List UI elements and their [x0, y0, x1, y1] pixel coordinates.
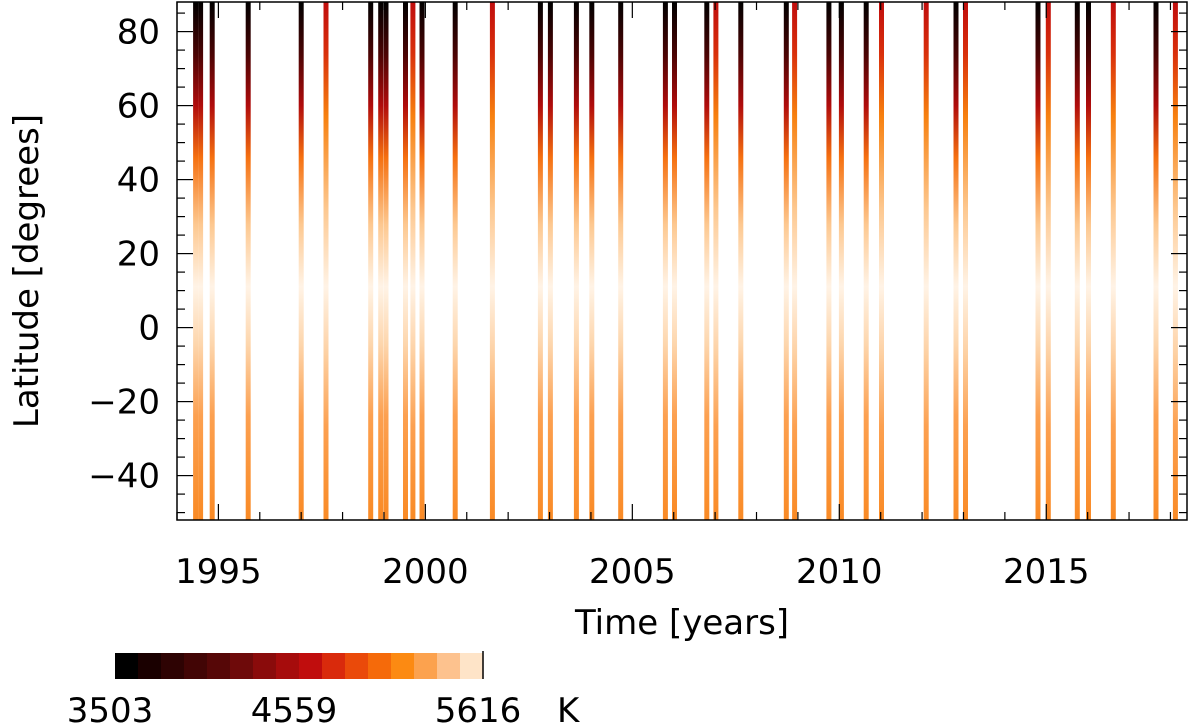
observation-stripe: [783, 2, 789, 520]
colorbar-swatch: [391, 653, 415, 679]
observation-stripe: [672, 2, 677, 520]
observation-stripe: [1110, 2, 1116, 520]
observation-stripe: [209, 2, 215, 520]
colorbar-swatch: [230, 653, 254, 679]
y-tick-label: 40: [117, 161, 160, 201]
observation-stripe: [1172, 2, 1178, 520]
observation-stripe: [826, 2, 832, 520]
observation-stripe: [963, 2, 968, 520]
colorbar-swatch: [345, 653, 369, 679]
observation-stripe: [323, 2, 329, 520]
y-axis-title: Latitude [degrees]: [7, 114, 47, 428]
y-tick-label: 60: [117, 87, 160, 127]
observation-stripe: [1074, 2, 1080, 520]
colorbar-swatch: [322, 653, 346, 679]
observation-stripe: [1086, 2, 1091, 520]
observation-stripe: [368, 2, 374, 520]
observation-stripe: [403, 2, 408, 520]
observation-stripe: [547, 2, 553, 520]
observation-stripe: [383, 2, 389, 520]
observation-stripe: [618, 2, 624, 520]
observation-stripe: [452, 2, 458, 520]
x-axis-title: Time [years]: [574, 603, 789, 643]
colorbar-swatch: [161, 653, 185, 679]
y-axis-ticks: 80 60 40 20 0 −20 −40: [88, 12, 1187, 514]
observation-stripe: [198, 2, 204, 520]
y-tick-label: 0: [138, 309, 160, 349]
x-tick-label: 2000: [382, 552, 469, 592]
x-axis-ticks: 1995 2000 2005 2010 2015: [175, 2, 1172, 592]
colorbar-tick-label: 4559: [251, 691, 338, 725]
y-tick-label: −20: [88, 383, 160, 423]
y-tick-label: 20: [117, 235, 160, 275]
observation-stripe: [1045, 2, 1051, 520]
observation-stripe: [589, 2, 595, 520]
plot-frame: [176, 1, 1188, 521]
colorbar-swatch: [138, 653, 162, 679]
observation-stripe: [245, 2, 251, 520]
observation-stripe: [838, 2, 844, 520]
observation-stripe: [863, 2, 869, 520]
observation-stripe: [792, 2, 798, 520]
colorbar-tick-label: 3503: [67, 691, 154, 725]
observation-stripe: [662, 2, 668, 520]
observation-stripe: [953, 2, 959, 520]
x-tick-label: 1995: [175, 552, 262, 592]
colorbar-swatch: [207, 653, 231, 679]
colorbar-swatch: [437, 653, 461, 679]
observation-stripe: [489, 2, 495, 520]
colorbar-swatch: [253, 653, 277, 679]
observation-stripe: [1153, 2, 1159, 520]
observation-stripe: [738, 2, 744, 520]
observation-stripe: [193, 2, 199, 520]
colorbar-swatch: [184, 653, 208, 679]
observation-stripe: [1035, 2, 1041, 520]
observation-stripe: [704, 2, 710, 520]
observation-stripe: [410, 2, 416, 520]
observation-stripe: [419, 2, 425, 520]
x-tick-label: 2010: [796, 552, 883, 592]
observation-stripe: [923, 2, 929, 520]
y-tick-label: −40: [88, 457, 160, 497]
observation-stripe: [879, 2, 884, 520]
colorbar-swatch: [368, 653, 392, 679]
x-tick-label: 2015: [1003, 552, 1090, 592]
colorbar-unit: K: [557, 691, 581, 725]
colorbar-swatch: [299, 653, 323, 679]
observation-stripe: [298, 2, 304, 520]
observation-stripe: [713, 2, 719, 520]
observation-stripe: [537, 2, 543, 520]
x-tick-label: 2005: [589, 552, 676, 592]
y-tick-label: 80: [117, 13, 160, 53]
colorbar-swatch: [276, 653, 300, 679]
observation-stripe: [378, 2, 384, 520]
observation-stripe: [573, 2, 579, 520]
colorbar-swatch: [460, 653, 484, 679]
colorbar-tick-label: 5616: [435, 691, 522, 725]
observation-stripes: [193, 2, 1178, 520]
colorbar-swatch: [414, 653, 438, 679]
colorbar: 3503 4559 5616 K: [67, 651, 581, 725]
colorbar-swatch: [115, 653, 139, 679]
